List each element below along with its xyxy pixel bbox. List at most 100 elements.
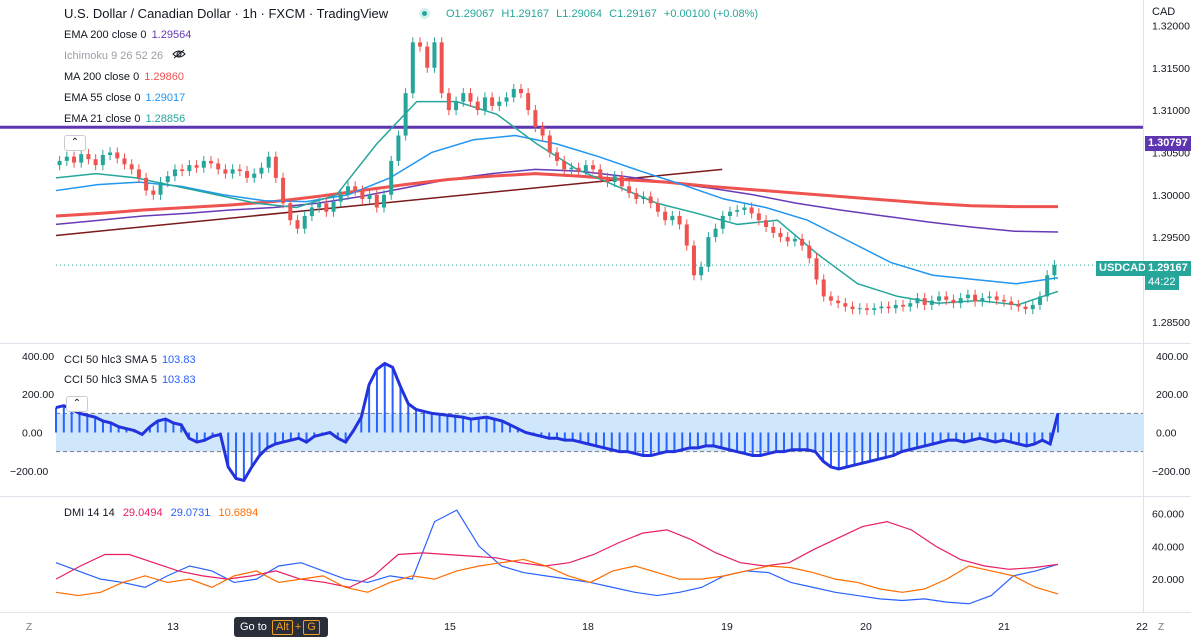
- candle-body: [259, 167, 264, 174]
- candle-body: [605, 177, 610, 183]
- price-axis-tick: 1.31500: [1152, 63, 1190, 75]
- ma-line-3: [55, 100, 1059, 306]
- candle-body: [1052, 265, 1057, 276]
- cci-left-axis-tick: 0.00: [22, 428, 43, 440]
- candle-body: [749, 207, 754, 214]
- candle-body: [454, 101, 459, 111]
- time-axis-tick: 18: [582, 621, 594, 633]
- candle-body: [843, 303, 848, 307]
- candle-body: [821, 279, 826, 297]
- candle-body: [158, 182, 163, 195]
- candle-body: [598, 169, 603, 178]
- candle-body: [1001, 299, 1006, 302]
- collapse-cci-legend-button[interactable]: ⌃: [66, 396, 88, 412]
- legend-ma200[interactable]: MA 200 close 0 1.29860: [64, 71, 184, 83]
- legend-ema200-value: 1.29564: [151, 29, 192, 41]
- candle-body: [504, 97, 509, 102]
- zoom-right-icon[interactable]: Z: [1158, 622, 1165, 633]
- candle-body: [511, 88, 516, 98]
- zoom-left-icon[interactable]: Z: [26, 622, 33, 633]
- candle-body: [619, 176, 624, 187]
- candle-body: [908, 303, 913, 307]
- time-axis-tick: 21: [998, 621, 1010, 633]
- candle-body: [864, 308, 869, 310]
- candle-body: [381, 194, 386, 208]
- candle-body: [583, 165, 588, 172]
- legend-ema200[interactable]: EMA 200 close 0 1.29564: [64, 29, 192, 41]
- ohlc-high: H1.29167: [501, 8, 550, 20]
- legend-ema55[interactable]: EMA 55 close 0 1.29017: [64, 92, 186, 104]
- candle-body: [201, 160, 206, 168]
- candle-body: [389, 160, 394, 195]
- cci-axis-tick: 400.00: [1156, 351, 1188, 363]
- candle-body: [425, 46, 430, 68]
- candle-body: [1016, 304, 1021, 307]
- legend-ema21[interactable]: EMA 21 close 0 1.28856: [64, 113, 186, 125]
- legend-ema55-value: 1.29017: [145, 92, 186, 104]
- candle-body: [555, 152, 559, 161]
- candle-body: [937, 296, 942, 301]
- candle-body: [490, 97, 495, 106]
- candle-body: [461, 93, 466, 102]
- candle-body: [915, 298, 920, 304]
- candle-body: [482, 97, 487, 111]
- candle-body: [165, 176, 170, 183]
- legend-cci-1[interactable]: CCI 50 hlc3 SMA 5 103.83: [64, 354, 196, 366]
- legend-cci-2[interactable]: CCI 50 hlc3 SMA 5 103.83: [64, 374, 196, 386]
- trendline: [55, 168, 723, 237]
- candle-body: [302, 215, 307, 229]
- candle-body: [634, 193, 639, 200]
- candle-body: [144, 177, 149, 191]
- candle-body: [720, 215, 725, 229]
- candle-body: [901, 304, 906, 307]
- cci-axis-tick: 0.00: [1156, 428, 1177, 440]
- candle-body: [828, 296, 833, 301]
- eye-hidden-icon[interactable]: [172, 49, 186, 62]
- legend-dmi[interactable]: DMI 14 14 29.0494 29.0731 10.6894: [64, 507, 259, 519]
- candle-body: [338, 194, 343, 202]
- candle-body: [72, 156, 77, 163]
- candle-body: [800, 238, 805, 246]
- candle-body: [194, 165, 199, 168]
- candle-body: [309, 207, 314, 216]
- candle-body: [266, 156, 271, 168]
- candle-body: [670, 215, 675, 221]
- candle-body: [836, 300, 841, 304]
- candle-body: [475, 101, 480, 111]
- candle-body: [973, 294, 978, 302]
- candle-body: [136, 169, 141, 178]
- collapse-legend-button[interactable]: ⌃: [64, 135, 86, 151]
- candle-body: [929, 300, 934, 305]
- candle-body: [288, 203, 293, 221]
- candle-body: [1023, 306, 1028, 310]
- candle-body: [684, 224, 689, 246]
- candle-body: [518, 88, 523, 94]
- candle-body: [857, 308, 862, 310]
- candle-body: [756, 213, 761, 221]
- cci-left-axis-tick: 200.00: [22, 389, 54, 401]
- legend-ichimoku[interactable]: Ichimoku 9 26 52 26: [64, 49, 186, 63]
- candle-body: [374, 194, 379, 208]
- candle-body: [245, 171, 250, 178]
- candle-body: [547, 135, 552, 153]
- candle-body: [129, 164, 134, 170]
- dmi-line-1: [55, 521, 1059, 588]
- candle-body: [403, 93, 408, 136]
- currency-label[interactable]: CAD: [1152, 6, 1176, 18]
- price-axis-tick: 1.30000: [1152, 190, 1190, 202]
- candle-body: [57, 160, 62, 166]
- candle-body: [713, 228, 718, 238]
- candle-body: [252, 173, 257, 178]
- candle-body: [216, 163, 221, 170]
- candle-body: [345, 186, 350, 195]
- candle-body: [237, 169, 242, 172]
- goto-button[interactable]: Go to Alt + G: [234, 617, 328, 637]
- candle-body: [151, 190, 156, 195]
- cci-line: [55, 361, 1060, 483]
- candle-body: [764, 220, 769, 227]
- candle-body: [944, 296, 949, 300]
- ohlc-close: C1.29167: [609, 8, 657, 20]
- candle-body: [439, 42, 444, 94]
- candle-body: [677, 215, 682, 225]
